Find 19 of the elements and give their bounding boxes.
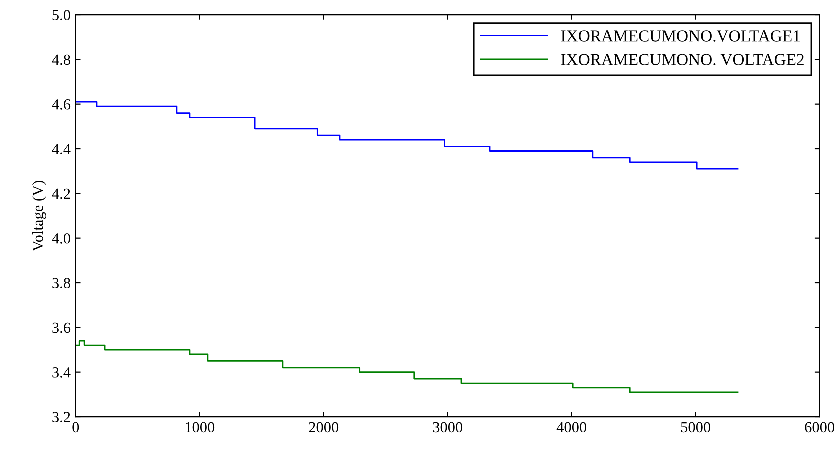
y-tick-label: 3.8	[52, 278, 70, 289]
y-tick-label: 3.6	[52, 322, 71, 334]
y-tick-label: 3.2	[52, 412, 70, 423]
y-tick-label: 4.8	[52, 54, 70, 66]
x-tick-label: 0	[72, 422, 80, 433]
x-tick-label: 5000	[681, 422, 711, 433]
legend-label: IXORAMECUMONO. VOLTAGE2	[561, 54, 804, 66]
y-tick-label: 5.0	[52, 10, 70, 21]
legend-label: IXORAMECUMONO.VOLTAGE1	[561, 30, 800, 42]
y-tick-label: 4.2	[52, 188, 70, 200]
x-tick-label: 1000	[186, 422, 215, 433]
x-tick-label: 3000	[433, 422, 463, 433]
y-tick-label: 3.4	[52, 368, 71, 378]
x-tick-label: 4000	[556, 422, 587, 433]
y-axis-title: Voltage (V)	[32, 180, 46, 252]
y-tick-label: 4.0	[52, 233, 70, 244]
x-tick-label: 2000	[309, 422, 339, 433]
y-tick-label: 4.4	[52, 144, 71, 155]
y-tick-label: 4.6	[52, 100, 71, 110]
